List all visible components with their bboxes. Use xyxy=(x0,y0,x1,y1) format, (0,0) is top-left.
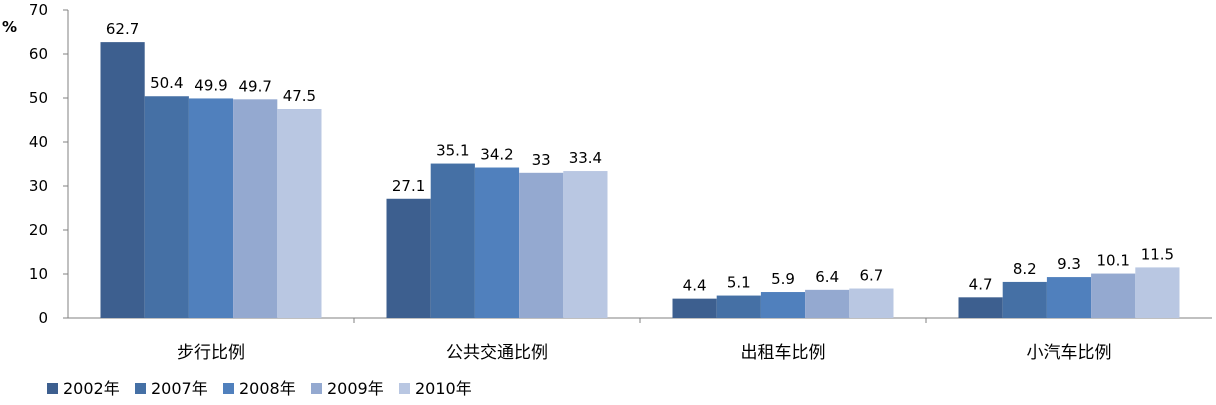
bar-value-label: 49.7 xyxy=(238,77,271,95)
bar xyxy=(519,172,564,318)
bar xyxy=(386,198,431,318)
bars xyxy=(100,42,1180,319)
bar-value-label: 9.3 xyxy=(1057,255,1081,273)
bar-value-label: 4.7 xyxy=(969,275,993,293)
bar-value-label: 6.4 xyxy=(815,268,839,286)
bar xyxy=(233,99,278,318)
bar-value-label: 27.1 xyxy=(392,177,425,195)
legend-label: 2008年 xyxy=(239,379,296,398)
x-category-label: 出租车比例 xyxy=(741,343,826,363)
legend: 2002年 2007年 2008年 2009年 2010年 xyxy=(47,379,472,398)
bar-value-label: 10.1 xyxy=(1096,252,1129,270)
y-tick-label: 70 xyxy=(29,1,48,19)
bar-value-label: 8.2 xyxy=(1013,260,1037,278)
bar-value-label: 5.9 xyxy=(771,270,795,288)
bar xyxy=(100,42,145,319)
legend-swatch xyxy=(135,383,146,394)
y-tick-label: 40 xyxy=(29,133,48,151)
bar-value-label: 33.4 xyxy=(569,149,602,167)
bar-value-label: 62.7 xyxy=(106,20,139,38)
bar-value-label: 11.5 xyxy=(1141,245,1174,263)
bar-value-label: 4.4 xyxy=(683,277,707,295)
y-tick-label: 10 xyxy=(29,265,48,283)
y-tick-label: 50 xyxy=(29,89,48,107)
data-labels: 62.7 50.4 49.9 49.7 47.5 27.1 35.1 34.2 33 33.4 4.… xyxy=(106,20,1174,295)
y-tick-label: 60 xyxy=(29,45,48,63)
bar xyxy=(1135,267,1180,318)
legend-label: 2007年 xyxy=(151,379,208,398)
legend-label: 2009年 xyxy=(327,379,384,398)
legend-swatch xyxy=(223,383,234,394)
x-category-label: 小汽车比例 xyxy=(1027,343,1112,363)
bar-value-label: 5.1 xyxy=(727,274,751,292)
y-unit-label: % xyxy=(2,18,17,36)
bar-value-label: 33 xyxy=(532,151,551,169)
bar xyxy=(716,295,761,318)
y-tick-label: 20 xyxy=(29,221,48,239)
bar xyxy=(849,288,894,318)
bar xyxy=(144,96,189,319)
bar xyxy=(1091,273,1136,318)
bar-value-label: 47.5 xyxy=(283,87,316,105)
bar-value-label: 35.1 xyxy=(436,142,469,160)
bar xyxy=(188,98,234,318)
legend-label: 2010年 xyxy=(415,379,472,398)
x-category-label: 步行比例 xyxy=(177,343,245,363)
bar xyxy=(958,297,1003,318)
bar xyxy=(672,298,717,318)
y-tick-label: 30 xyxy=(29,177,48,195)
bar xyxy=(805,289,850,318)
legend-swatch xyxy=(399,383,410,394)
bar-value-label: 6.7 xyxy=(859,267,883,285)
bar xyxy=(277,109,322,318)
legend-swatch xyxy=(311,383,322,394)
bar xyxy=(430,163,475,318)
legend-swatch xyxy=(47,383,58,394)
bar xyxy=(1046,277,1092,318)
bar xyxy=(760,292,806,318)
y-tick-label: 0 xyxy=(38,309,48,327)
bar xyxy=(563,171,608,318)
bar xyxy=(1002,281,1047,318)
axes: 0 10 20 30 40 50 60 70% 步行比例 公共交通比例 出租车比例 小汽车比例 xyxy=(2,1,1212,363)
bar-value-label: 49.9 xyxy=(194,76,227,94)
bar xyxy=(474,167,520,318)
bar-value-label: 34.2 xyxy=(480,146,513,164)
bar-value-label: 50.4 xyxy=(150,74,183,92)
legend-label: 2002年 xyxy=(63,379,120,398)
x-category-label: 公共交通比例 xyxy=(446,343,548,363)
